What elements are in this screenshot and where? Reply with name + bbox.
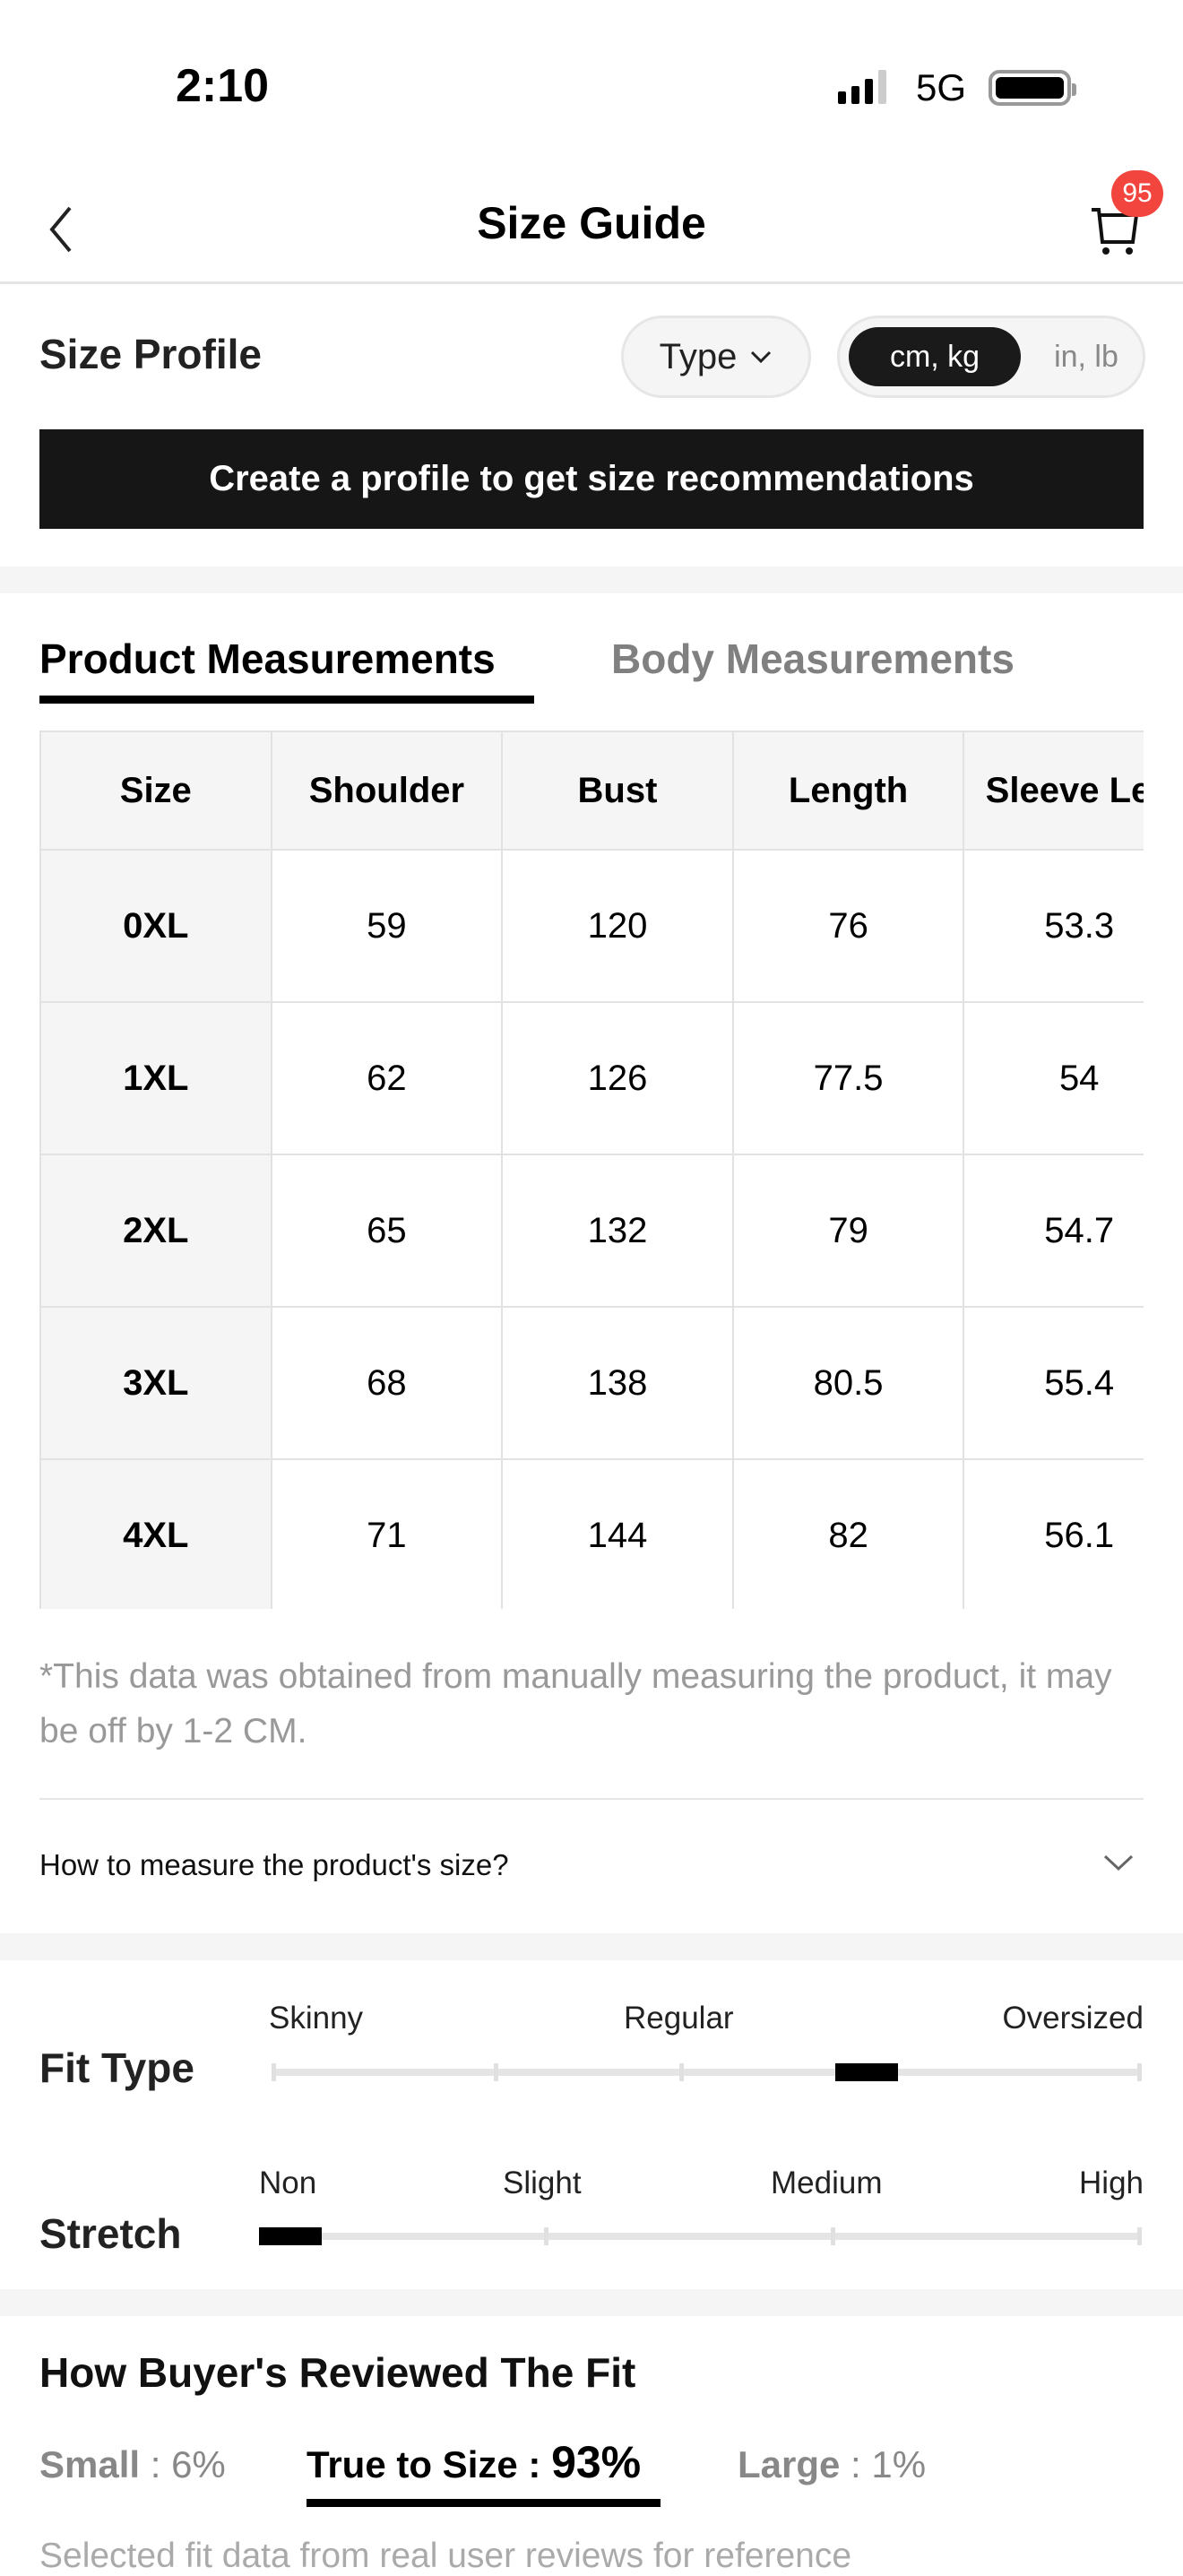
small-pct: 6% (171, 2443, 226, 2485)
tick (1137, 2063, 1142, 2081)
tick (544, 2227, 548, 2245)
value-cell: 54 (963, 1001, 1144, 1155)
fit-scale-regular: Regular (624, 2001, 734, 2036)
value-cell: 144 (501, 1458, 734, 1609)
tick (679, 2063, 684, 2081)
value-cell: 55.4 (963, 1306, 1144, 1460)
table-row: 2XL 65 132 79 54.7 (39, 1154, 1144, 1308)
stretch-scale-non: Non (259, 2165, 317, 2200)
type-label: Type (659, 336, 738, 376)
value-cell: 65 (270, 1154, 504, 1308)
type-dropdown[interactable]: Type (621, 316, 811, 398)
review-true-to-size[interactable]: True to Size : 93% (307, 2437, 642, 2487)
chevron-down-icon (751, 350, 772, 364)
stretch-scale-medium: Medium (771, 2165, 883, 2200)
stretch-scale-high: High (1079, 2165, 1144, 2200)
review-large[interactable]: Large : 1% (738, 2443, 927, 2485)
size-cell: 1XL (39, 1001, 272, 1155)
column-header: Shoulder (270, 730, 504, 851)
review-small[interactable]: Small : 6% (39, 2443, 226, 2485)
divider (39, 1798, 1144, 1800)
stretch-track (259, 2233, 1142, 2240)
fit-scale-oversized: Oversized (1002, 2001, 1144, 2036)
table-row: 1XL 62 126 77.5 54 (39, 1001, 1144, 1155)
column-header: Size (39, 730, 272, 851)
size-cell: 3XL (39, 1306, 272, 1460)
value-cell: 56.1 (963, 1458, 1144, 1609)
stretch-indicator (259, 2227, 322, 2245)
unit-toggle: cm, kg in, lb (837, 316, 1145, 398)
section-divider (0, 1933, 1183, 1960)
section-divider (0, 566, 1183, 593)
battery-icon (989, 70, 1076, 106)
value-cell: 54.7 (963, 1154, 1144, 1308)
value-cell: 68 (270, 1306, 504, 1460)
value-cell: 138 (501, 1306, 734, 1460)
status-time: 2:10 (176, 60, 270, 112)
fit-scale-skinny: Skinny (269, 2001, 364, 2036)
column-header: Bust (501, 730, 734, 851)
unit-option-cm-kg[interactable]: cm, kg (849, 327, 1021, 386)
value-cell: 62 (270, 1001, 504, 1155)
stretch-scale-slight: Slight (503, 2165, 582, 2200)
section-divider (0, 2289, 1183, 2316)
tick (494, 2063, 498, 2081)
fit-type-indicator (835, 2063, 898, 2081)
large-pct: 1% (871, 2443, 927, 2485)
active-review-indicator (307, 2499, 661, 2507)
measurement-note: *This data was obtained from manually me… (39, 1657, 1112, 1750)
value-cell: 77.5 (731, 1001, 965, 1155)
value-cell: 82 (731, 1458, 965, 1609)
tick (272, 2063, 276, 2081)
size-profile-title: Size Profile (39, 331, 262, 377)
chevron-down-icon[interactable] (1102, 1852, 1135, 1873)
value-cell: 76 (731, 849, 965, 1003)
true-pct: 93% (551, 2437, 642, 2487)
fit-type-label: Fit Type (39, 2044, 194, 2091)
value-cell: 71 (270, 1458, 504, 1609)
value-cell: 132 (501, 1154, 734, 1308)
true-label: True to Size (307, 2443, 518, 2485)
table-row: 0XL 59 120 76 53.3 (39, 849, 1144, 1003)
create-profile-button[interactable]: Create a profile to get size recommendat… (39, 429, 1144, 529)
large-label: Large (738, 2443, 841, 2485)
nav-bar: Size Guide 95 (0, 170, 1183, 284)
reviews-footnote: Selected fit data from real user reviews… (39, 2537, 852, 2575)
cart-badge: 95 (1111, 170, 1163, 217)
value-cell: 80.5 (731, 1306, 965, 1460)
network-label: 5G (916, 66, 967, 108)
tick (831, 2227, 835, 2245)
column-header: Sleeve Len (963, 730, 1144, 851)
page-title: Size Guide (477, 198, 706, 248)
value-cell: 79 (731, 1154, 965, 1308)
value-cell: 53.3 (963, 849, 1144, 1003)
active-tab-indicator (39, 696, 534, 704)
table-row: 3XL 68 138 80.5 55.4 (39, 1306, 1144, 1460)
small-label: Small (39, 2443, 141, 2485)
value-cell: 59 (270, 849, 504, 1003)
tab-body-measurements[interactable]: Body Measurements (611, 635, 1015, 682)
value-cell: 126 (501, 1001, 734, 1155)
stretch-label: Stretch (39, 2210, 182, 2257)
fit-type-track (272, 2069, 1142, 2076)
chevron-left-icon[interactable] (43, 203, 82, 256)
size-cell: 4XL (39, 1458, 272, 1609)
unit-option-in-lb[interactable]: in, lb (1054, 340, 1118, 374)
value-cell: 120 (501, 849, 734, 1003)
column-header: Length (731, 730, 965, 851)
reviews-title: How Buyer's Reviewed The Fit (39, 2349, 636, 2396)
table-row: 4XL 71 144 82 56.1 (39, 1458, 1144, 1609)
signal-icon (838, 70, 886, 104)
how-to-measure-link[interactable]: How to measure the product's size? (39, 1848, 509, 1881)
size-cell: 2XL (39, 1154, 272, 1308)
tick (1137, 2227, 1142, 2245)
tab-product-measurements[interactable]: Product Measurements (39, 635, 496, 682)
size-cell: 0XL (39, 849, 272, 1003)
